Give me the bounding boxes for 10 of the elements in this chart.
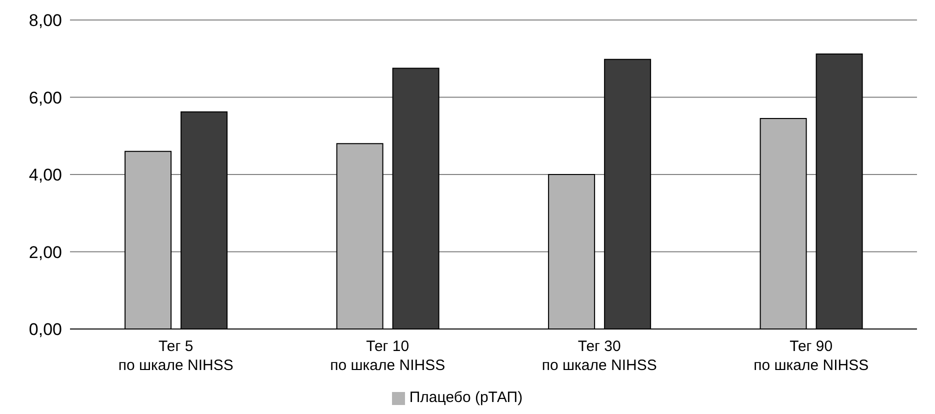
y-tick-label: 2,00 xyxy=(28,242,62,262)
x-tick-label: Тег 90 по шкале NIHSS xyxy=(754,338,869,374)
x-tick-label: Тег 10 по шкале NIHSS xyxy=(330,338,446,374)
x-tick-label: Тег 30 по шкале NIHSS xyxy=(542,338,657,374)
y-tick-label: 4,00 xyxy=(28,166,62,185)
y-tick-label: 0,00 xyxy=(28,320,62,340)
y-tick-label: 6,00 xyxy=(28,88,62,108)
x-tick-label: Тег 5 по шкале NIHSS xyxy=(118,338,234,374)
y-tick-label: 8,00 xyxy=(28,11,62,30)
legend-label: Плацебо (рТАП) xyxy=(409,389,523,406)
